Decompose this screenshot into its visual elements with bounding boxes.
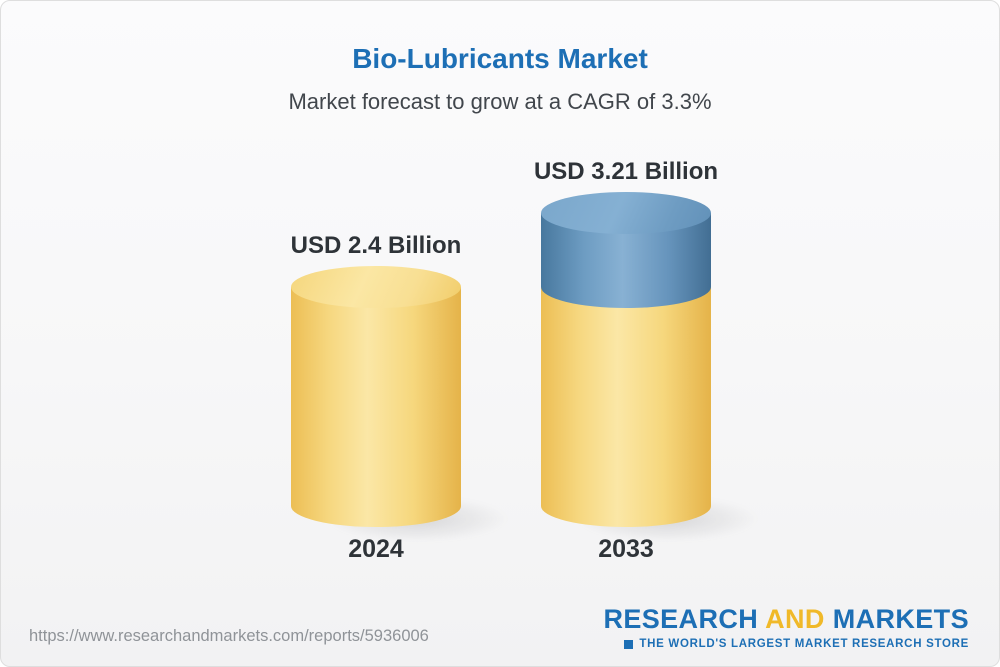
cylinder-growth-top [541, 192, 711, 234]
cylinder-base-segment [541, 286, 711, 527]
chart-title: Bio-Lubricants Market [352, 43, 648, 74]
logo-part-research: RESEARCH [603, 604, 759, 634]
logo-wordmark: RESEARCH AND MARKETS [603, 604, 969, 635]
logo-tagline-text: THE WORLD'S LARGEST MARKET RESEARCH STOR… [639, 638, 969, 650]
cylinder-base-segment [291, 286, 461, 527]
bar-value-label: USD 2.4 Billion [290, 231, 462, 259]
bar-category-label: 2033 [598, 535, 654, 563]
logo-tagline: THE WORLD'S LARGEST MARKET RESEARCH STOR… [603, 638, 969, 650]
bar-value-label: USD 3.21 Billion [533, 158, 719, 185]
logo-part-markets: MARKETS [832, 604, 969, 634]
chart-subtitle: Market forecast to grow at a CAGR of 3.3… [288, 89, 712, 114]
bar-category-label: 2024 [348, 535, 404, 563]
cylinder-base-top [291, 265, 461, 308]
research-and-markets-logo: RESEARCH AND MARKETS THE WORLD'S LARGEST… [603, 604, 969, 650]
logo-part-and: AND [765, 604, 825, 634]
logo-flag-icon [624, 639, 634, 649]
report-url: https://www.researchandmarkets.com/repor… [29, 627, 429, 645]
